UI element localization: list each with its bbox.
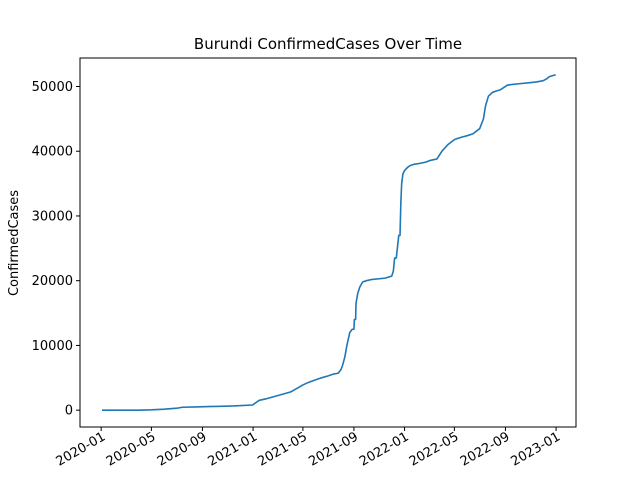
y-tick-label: 40000 [32,145,73,160]
y-tick-label: 20000 [32,274,73,289]
plot-area-frame [79,57,577,428]
y-tick-label: 0 [65,404,73,419]
y-tick-label: 30000 [32,209,73,224]
y-tick-label: 50000 [32,80,73,95]
chart-title: Burundi ConfirmedCases Over Time [194,35,462,53]
y-tick-label: 10000 [32,339,73,354]
y-axis-label: ConfirmedCases [7,190,22,296]
series-group [102,74,556,411]
y-axis: 0 10000 20000 30000 40000 50000 [32,80,80,419]
series-line [102,74,556,411]
